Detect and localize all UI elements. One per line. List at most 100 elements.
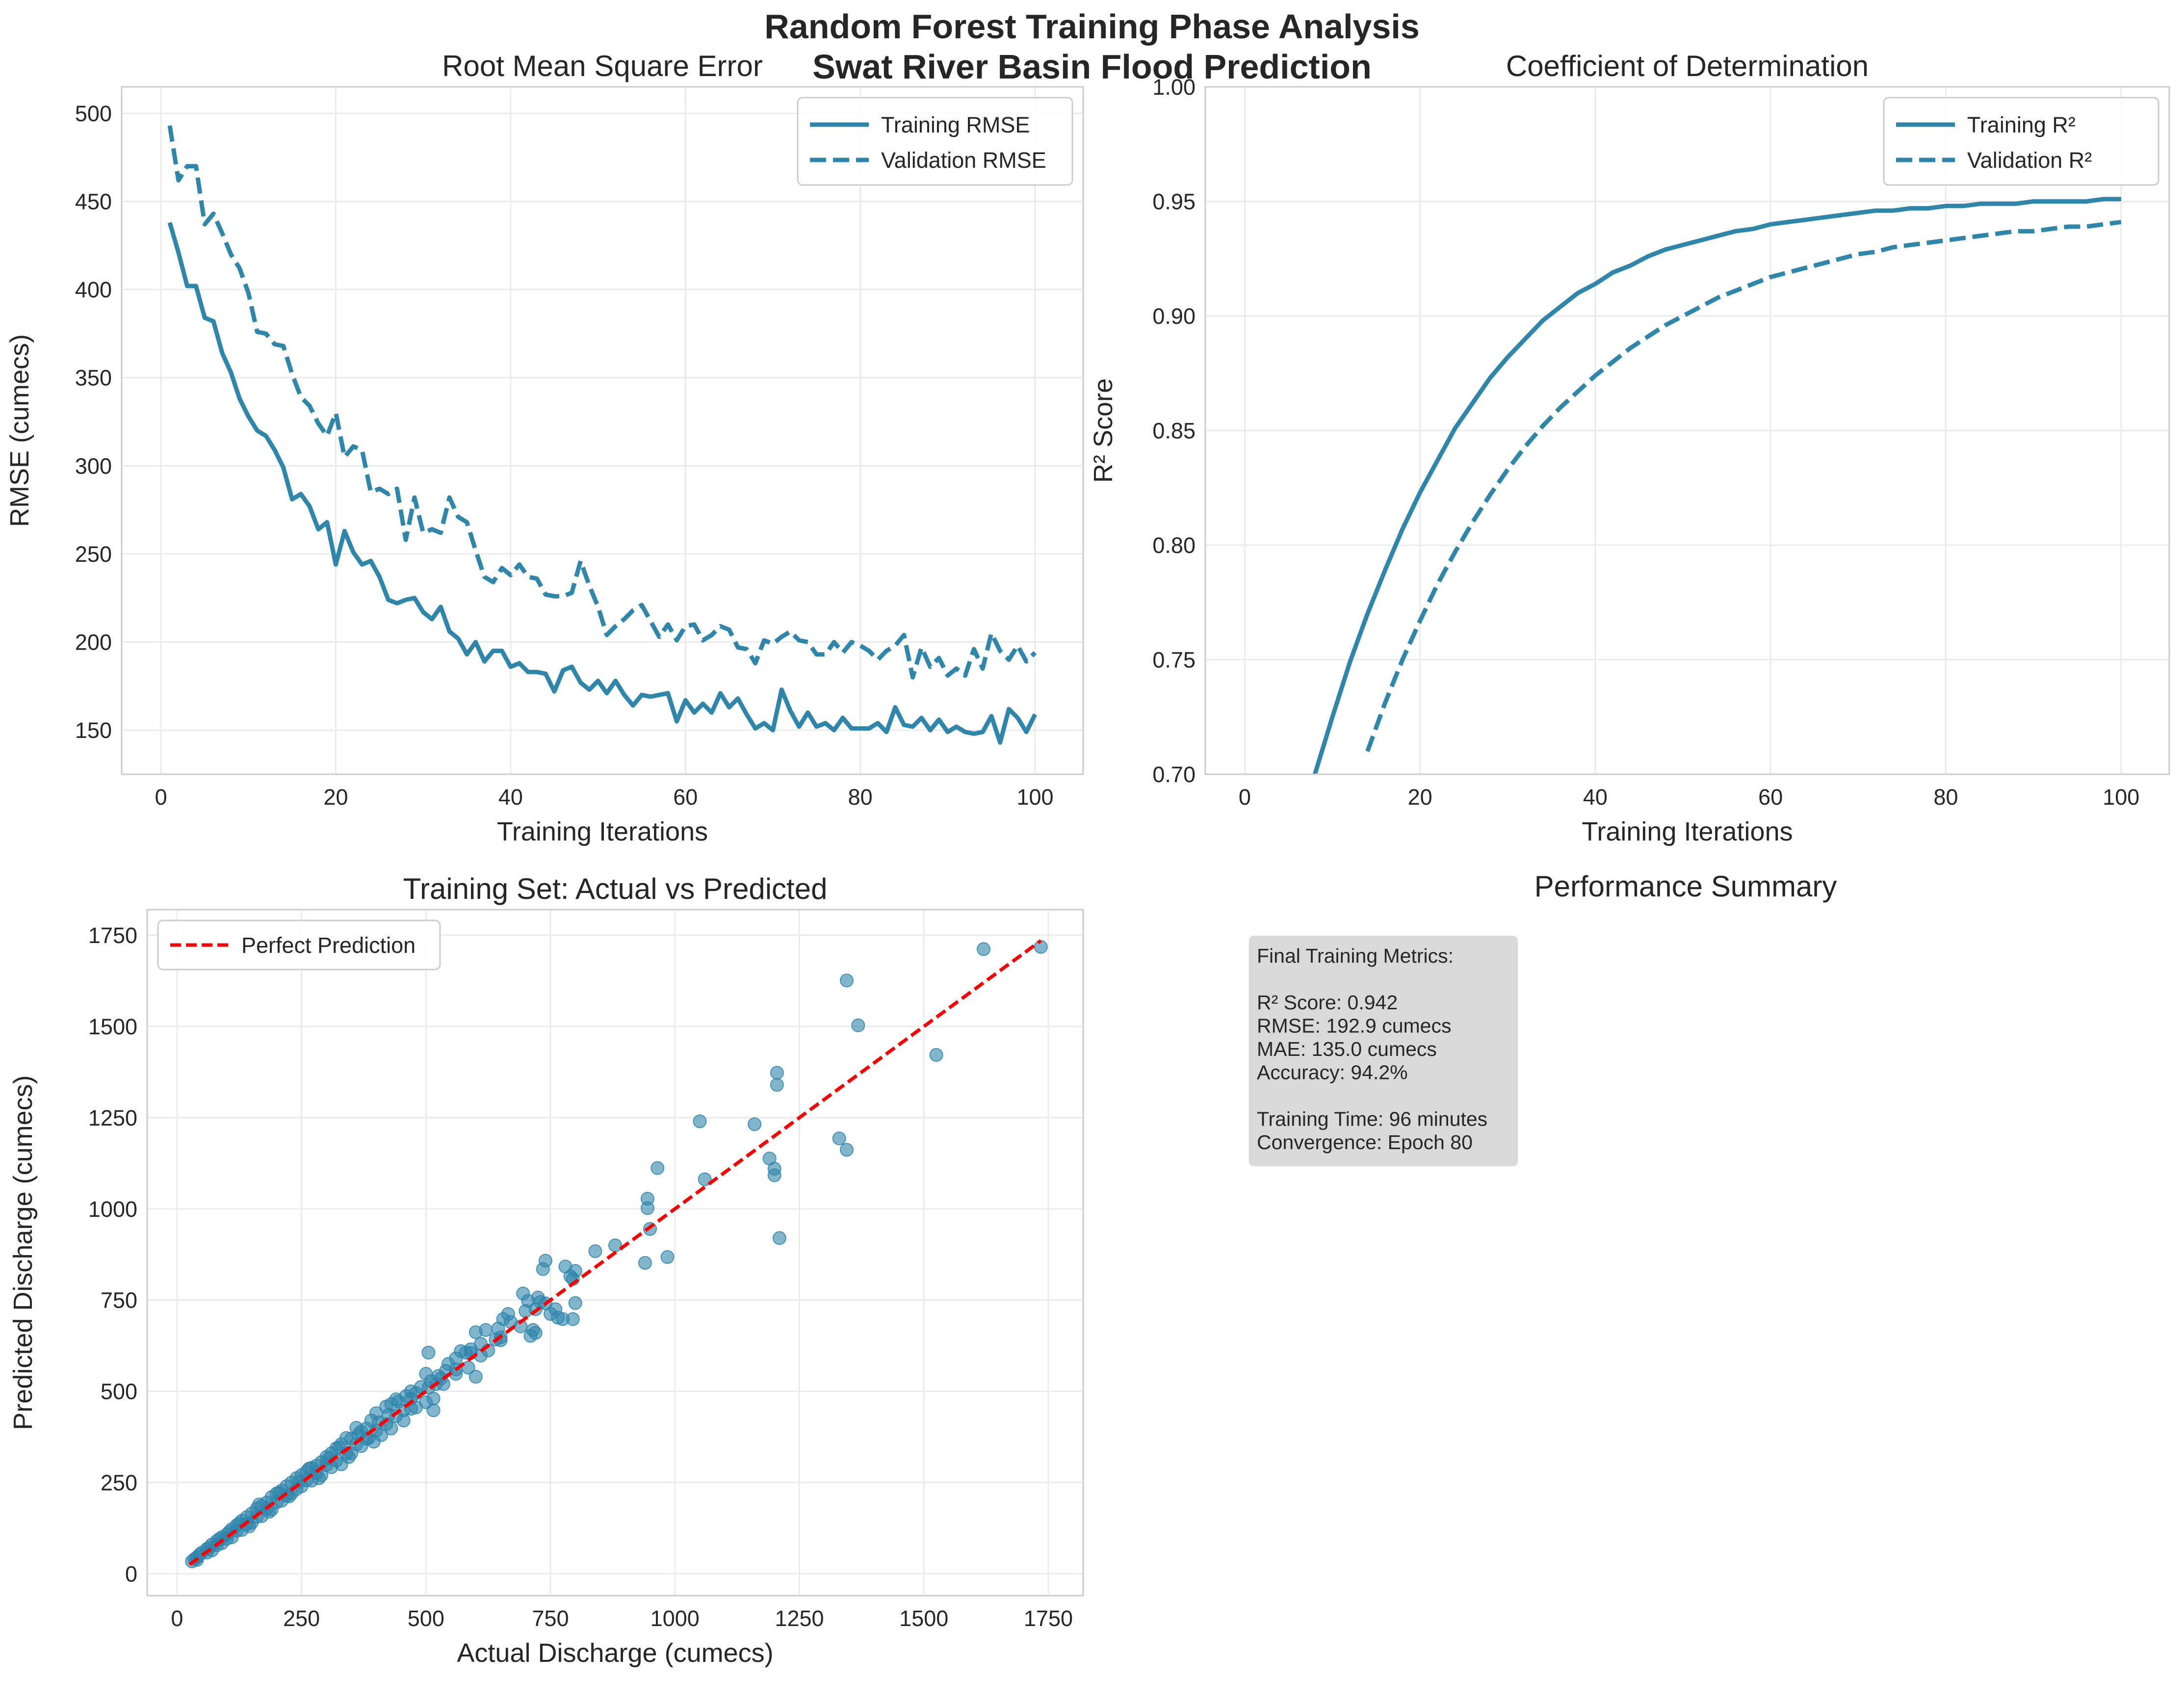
- chart-title: Root Mean Square Error: [442, 50, 763, 82]
- x-tick-label: 60: [673, 785, 698, 810]
- series-line-training: [1312, 197, 2121, 774]
- summary-line: MAE: 135.0 cumecs: [1257, 1038, 1437, 1060]
- data-point: [421, 1345, 436, 1360]
- y-tick-label: 1.00: [1152, 75, 1196, 100]
- data-point: [566, 1312, 580, 1326]
- x-tick-label: 1250: [775, 1606, 824, 1631]
- data-point: [839, 1143, 854, 1157]
- summary-line: RMSE: 192.9 cumecs: [1257, 1015, 1452, 1037]
- x-tick-label: 1000: [650, 1606, 700, 1631]
- y-tick-label: 1250: [88, 1105, 137, 1130]
- x-tick-label: 1500: [899, 1606, 948, 1631]
- data-point: [772, 1231, 786, 1245]
- data-point: [468, 1369, 483, 1384]
- data-point: [588, 1244, 602, 1259]
- data-point: [568, 1296, 582, 1310]
- data-point: [548, 1302, 563, 1316]
- data-point: [526, 1323, 540, 1337]
- series-line-validation: [167, 125, 1037, 680]
- legend: Perfect Prediction: [157, 919, 441, 971]
- legend-box: [1883, 97, 2159, 186]
- y-tick-label: 1750: [88, 923, 137, 948]
- y-tick-label: 350: [75, 366, 112, 391]
- data-point: [851, 1018, 865, 1032]
- x-axis-label: Training Iterations: [497, 817, 708, 846]
- data-point: [468, 1325, 483, 1340]
- x-tick-label: 750: [532, 1606, 569, 1631]
- y-tick-label: 450: [75, 189, 112, 214]
- legend-label: Training R²: [1967, 112, 2076, 137]
- y-tick-label: 150: [75, 718, 112, 743]
- chart-title: Training Set: Actual vs Predicted: [403, 872, 828, 905]
- performance-summary-panel: Performance Summary Final Training Metri…: [1249, 870, 1837, 1166]
- summary-text: Final Training Metrics: R² Score: 0.942RM…: [1257, 945, 1487, 1154]
- y-tick-label: 0.80: [1152, 533, 1196, 558]
- plot-area: [167, 125, 1038, 745]
- x-tick-label: 80: [848, 785, 873, 810]
- legend-box: [797, 97, 1073, 186]
- y-tick-label: 0.95: [1152, 189, 1196, 214]
- data-point: [929, 1048, 943, 1062]
- x-tick-label: 1750: [1024, 1606, 1073, 1631]
- axes-frame: [1204, 86, 2170, 775]
- x-axis-label: Training Iterations: [1582, 817, 1793, 846]
- data-point: [426, 1403, 441, 1418]
- summary-line: Final Training Metrics:: [1257, 945, 1454, 967]
- legend: Training RMSE Validation RMSE: [797, 97, 1073, 186]
- data-point: [770, 1077, 784, 1092]
- x-tick-label: 40: [1583, 785, 1608, 810]
- summary-line: Accuracy: 94.2%: [1257, 1061, 1408, 1084]
- y-tick-label: 300: [75, 453, 112, 478]
- data-point: [536, 1262, 550, 1276]
- x-tick-label: 100: [1016, 785, 1053, 810]
- y-axis-label: Predicted Discharge (cumecs): [8, 1075, 38, 1430]
- legend-box: [157, 919, 441, 971]
- data-point: [839, 973, 854, 988]
- legend-label: Training RMSE: [881, 112, 1030, 137]
- y-axis-label: R² Score: [1089, 378, 1118, 483]
- y-tick-label: 500: [101, 1379, 137, 1404]
- plot-area: [185, 939, 1048, 1569]
- rmse-chart: 0 20 40 60 80 100 150 200 250 300 350 400 450 500 Trai…: [5, 50, 1084, 846]
- y-tick-label: 0.85: [1152, 419, 1196, 444]
- figure-title-line2: Swat River Basin Flood Prediction: [812, 48, 1372, 86]
- x-tick-label: 60: [1758, 785, 1783, 810]
- data-point: [660, 1250, 675, 1264]
- data-point: [832, 1131, 846, 1146]
- summary-line: Convergence: Epoch 80: [1257, 1131, 1473, 1154]
- data-point: [770, 1066, 784, 1080]
- data-point: [419, 1366, 433, 1381]
- y-axis-label: RMSE (cumecs): [5, 334, 34, 527]
- y-tick-label: 0: [125, 1561, 137, 1586]
- summary-line: Training Time: 96 minutes: [1257, 1108, 1487, 1130]
- figure-title-line1: Random Forest Training Phase Analysis: [764, 7, 1420, 46]
- data-point: [533, 1295, 547, 1309]
- data-point: [767, 1168, 781, 1182]
- x-tick-label: 0: [171, 1606, 183, 1631]
- data-point: [748, 1117, 762, 1131]
- legend-label: Validation R²: [1967, 148, 2092, 173]
- data-point: [640, 1201, 654, 1215]
- axes-frame: [121, 86, 1084, 775]
- x-tick-label: 250: [283, 1606, 320, 1631]
- series-line-validation: [1365, 220, 2122, 752]
- y-tick-label: 200: [75, 630, 112, 655]
- gridlines: [1205, 86, 2169, 775]
- x-tick-label: 100: [2103, 785, 2139, 810]
- legend-label: Validation RMSE: [881, 148, 1046, 173]
- x-tick-label: 20: [324, 785, 348, 810]
- data-point: [650, 1161, 665, 1175]
- x-tick-label: 0: [1239, 785, 1251, 810]
- y-tick-label: 750: [101, 1288, 137, 1313]
- x-tick-label: 20: [1408, 785, 1432, 810]
- x-tick-label: 40: [498, 785, 523, 810]
- y-tick-label: 250: [75, 542, 112, 567]
- y-tick-label: 400: [75, 277, 112, 302]
- data-point: [608, 1238, 622, 1253]
- y-tick-label: 0.75: [1152, 648, 1196, 673]
- y-tick-label: 500: [75, 101, 112, 126]
- actual-vs-predicted-chart: 0 250 500 750 1000 1250 1500 1750 0 250 500 750 1000…: [8, 872, 1084, 1668]
- chart-title: Coefficient of Determination: [1506, 50, 1869, 82]
- data-point: [693, 1114, 707, 1129]
